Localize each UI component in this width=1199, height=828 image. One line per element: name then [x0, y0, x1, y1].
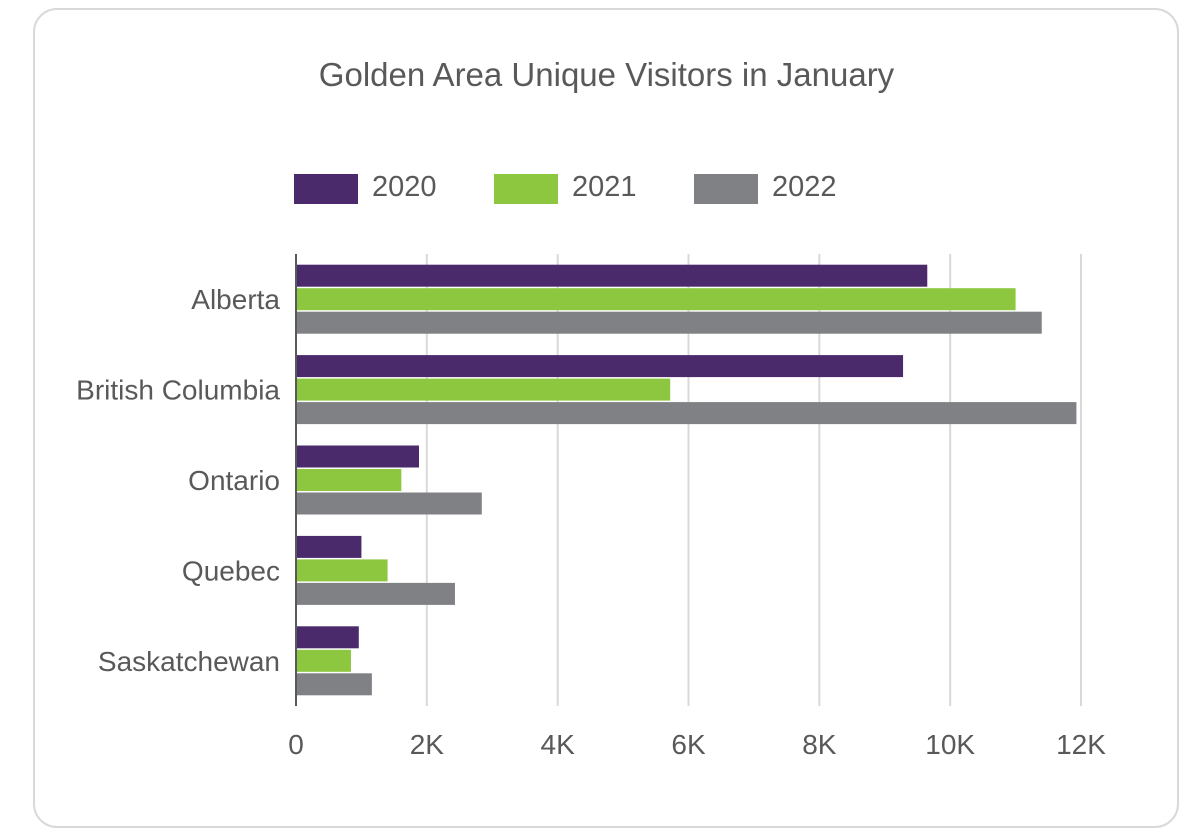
- category-label-alberta: Alberta: [191, 284, 280, 315]
- bar-saskatchewan-2020: [296, 626, 359, 649]
- bar-british-columbia-2021: [296, 378, 671, 401]
- category-label-quebec: Quebec: [182, 555, 280, 586]
- bar-saskatchewan-2021: [296, 649, 351, 672]
- legend-label-2021: 2021: [572, 171, 637, 203]
- x-tick-label-4K: 4K: [541, 729, 576, 760]
- bar-ontario-2020: [296, 445, 419, 468]
- bar-saskatchewan-2022: [296, 673, 372, 696]
- x-tick-label-8K: 8K: [802, 729, 837, 760]
- category-label-british-columbia: British Columbia: [76, 375, 280, 406]
- bar-quebec-2021: [296, 559, 388, 582]
- bar-quebec-2022: [296, 582, 455, 605]
- bar-quebec-2020: [296, 535, 362, 558]
- x-tick-label-12K: 12K: [1056, 729, 1106, 760]
- chart-title: Golden Area Unique Visitors in January: [318, 56, 895, 93]
- bar-alberta-2022: [296, 311, 1042, 334]
- bar-alberta-2020: [296, 264, 928, 287]
- legend-swatch-2020: [294, 174, 358, 204]
- category-label-ontario: Ontario: [188, 465, 280, 496]
- bar-british-columbia-2022: [296, 402, 1077, 425]
- legend-swatch-2021: [494, 174, 558, 204]
- legend-label-2022: 2022: [772, 171, 837, 203]
- bar-chart-plot: 0 2K 4K 6K 8K 10K 12K Alberta British Columbia On…: [76, 254, 1106, 760]
- x-tick-label-6K: 6K: [671, 729, 706, 760]
- bar-ontario-2021: [296, 469, 402, 491]
- legend: 2020 2021 2022: [0, 168, 1199, 208]
- category-label-saskatchewan: Saskatchewan: [98, 646, 280, 677]
- x-tick-label-0: 0: [288, 729, 304, 760]
- x-tick-label-2K: 2K: [410, 729, 445, 760]
- bar-british-columbia-2020: [296, 355, 904, 378]
- x-tick-label-10K: 10K: [925, 729, 975, 760]
- legend-label-2020: 2020: [372, 171, 437, 203]
- bar-alberta-2021: [296, 288, 1016, 311]
- bar-ontario-2022: [296, 492, 482, 515]
- legend-swatch-2022: [694, 174, 758, 204]
